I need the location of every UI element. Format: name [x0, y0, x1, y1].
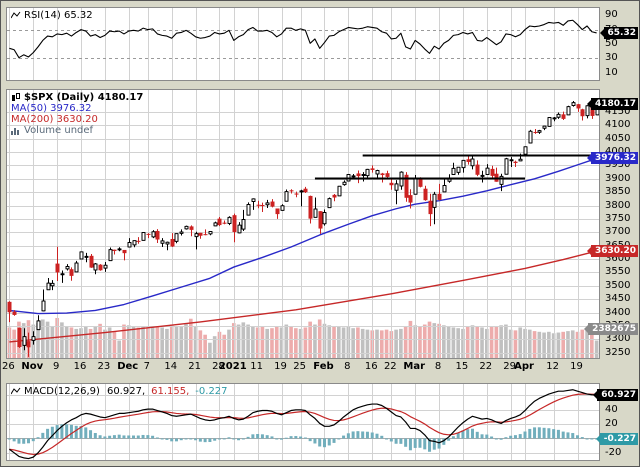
y-axis-tick-label: -20	[605, 446, 622, 458]
x-axis-label: 15	[455, 361, 469, 372]
x-axis-label: 23	[97, 361, 111, 372]
rsi-legend-label: RSI(14) 65.32	[24, 10, 93, 21]
ma50-value-badge: 3976.32	[587, 152, 638, 164]
price-panel: $SPX (Daily) 4180.17 MA(50) 3976.32 MA(2…	[6, 89, 600, 359]
x-axis-label: 16	[364, 361, 378, 372]
volume-legend-label: Volume undef	[24, 125, 94, 136]
rsi-plot-canvas	[7, 8, 599, 80]
y-axis-tick-label: 3250	[605, 346, 631, 358]
y-axis-tick-label: 3500	[605, 279, 631, 291]
rsi-y-axis: 9070503010	[603, 8, 639, 80]
x-axis-label: 7	[143, 361, 151, 372]
ma200-value-badge: 3630.20	[587, 245, 638, 257]
x-axis: 26 Nov 9 16 23 Dec 7 14 21 28 2021 11 19 25 Feb 8 16 22 Ma…	[2, 360, 600, 374]
y-axis-tick-label: 3700	[605, 226, 631, 238]
x-axis-label: 8	[434, 361, 442, 372]
x-axis-label: 22	[479, 361, 493, 372]
ma50-legend-label: MA(50) 3976.32	[11, 103, 92, 114]
x-axis-label: Apr	[514, 361, 534, 372]
volume-value-badge: 2382675	[584, 323, 638, 335]
macd-value-badge: 60.927	[593, 389, 638, 401]
macd-legend-name: MACD(12,26,9)	[24, 386, 100, 397]
volume-bars-icon	[11, 128, 19, 135]
rsi-panel: RSI(14) 65.32	[6, 7, 600, 81]
macd-signal-label: 61.155,	[151, 386, 190, 397]
price-value-badge: 4180.17	[587, 98, 638, 110]
x-axis-label: 8	[344, 361, 351, 372]
x-axis-label: 26	[2, 361, 15, 372]
candlestick-icon	[12, 93, 20, 101]
x-axis-label: Feb	[313, 361, 334, 372]
y-axis-tick-label: 90	[605, 9, 618, 21]
y-axis-tick-label: 50	[605, 38, 618, 49]
y-axis-tick-label: 20	[605, 418, 618, 430]
y-axis-tick-label: 3550	[605, 266, 631, 278]
x-axis-label: 25	[293, 361, 306, 372]
x-axis-label: 2021	[218, 361, 247, 372]
y-axis-tick-label: 3300	[605, 333, 631, 345]
price-y-axis: 4150410040504000395039003850380037503700…	[603, 90, 639, 358]
y-axis-tick-label: 30	[605, 52, 618, 64]
rsi-legend: RSI(14) 65.32	[11, 10, 93, 21]
x-axis-label: 9	[52, 361, 60, 372]
price-legend: $SPX (Daily) 4180.17 MA(50) 3976.32 MA(2…	[11, 92, 143, 136]
x-axis-label: 19	[274, 361, 287, 372]
macd-panel: MACD(12,26,9) 60.927, 61.155, -0.227	[6, 383, 600, 461]
rsi-value-badge: 65.32	[599, 27, 638, 39]
price-plot-canvas	[7, 90, 599, 358]
y-axis-tick-label: 4050	[605, 132, 631, 144]
x-axis-label: 21	[188, 361, 201, 372]
y-axis-tick-label: 3850	[605, 186, 631, 198]
macd-legend: MACD(12,26,9) 60.927, 61.155, -0.227	[11, 386, 228, 397]
x-axis-label: 28	[212, 361, 225, 372]
x-axis-label: 29	[503, 361, 517, 372]
line-indicator-icon	[11, 387, 21, 395]
symbol-legend-label: $SPX (Daily) 4180.17	[24, 92, 144, 103]
macd-plot-canvas	[7, 384, 599, 460]
line-indicator-icon	[11, 11, 21, 19]
x-axis-label: Mar	[403, 361, 426, 372]
x-axis-label: 11	[250, 361, 264, 372]
y-axis-tick-label: 3800	[605, 199, 631, 211]
x-axis-label: 12	[546, 361, 560, 372]
macd-hist-label: -0.227	[195, 386, 228, 397]
ma200-legend-label: MA(200) 3630.20	[11, 114, 98, 125]
x-axis-label: 16	[73, 361, 87, 372]
x-axis-label: 14	[164, 361, 178, 372]
y-axis-tick-label: 4100	[605, 119, 631, 131]
x-axis-label: 19	[570, 361, 583, 372]
y-axis-tick-label: 3900	[605, 172, 631, 184]
y-axis-tick-label: 40	[605, 403, 618, 415]
macd-hist-badge: -0.227	[595, 433, 638, 445]
y-axis-tick-label: 3450	[605, 293, 631, 305]
y-axis-tick-label: 10	[605, 66, 618, 78]
x-axis-label: Nov	[21, 361, 44, 372]
x-axis-label: Dec	[117, 361, 139, 372]
macd-value-label: 60.927,	[106, 386, 146, 397]
x-axis-label: 22	[383, 361, 397, 372]
y-axis-tick-label: 3400	[605, 306, 631, 318]
y-axis-tick-label: 3750	[605, 212, 631, 224]
